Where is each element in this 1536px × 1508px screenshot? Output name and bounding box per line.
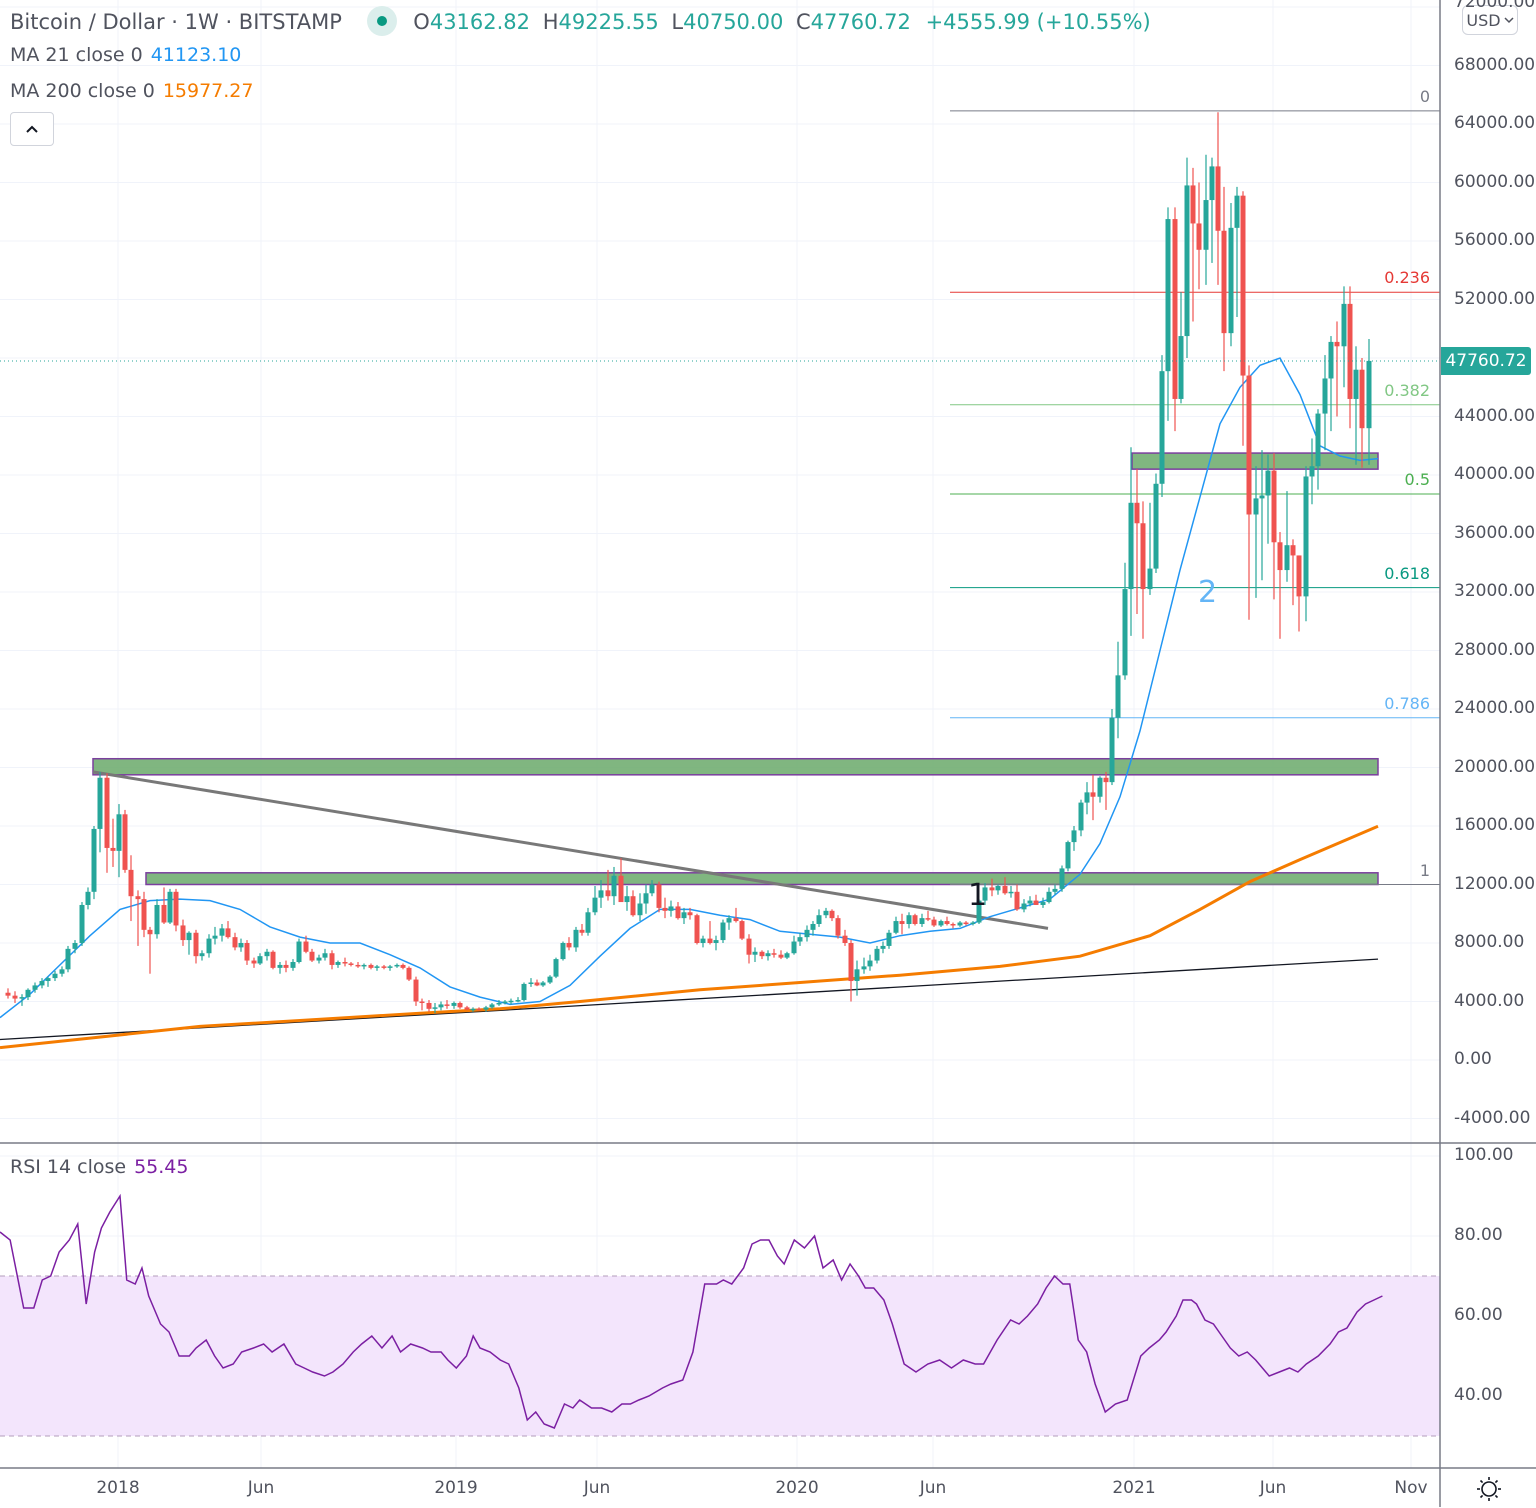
market-status-icon bbox=[366, 6, 397, 36]
price-tick: 8000.00 bbox=[1454, 932, 1525, 952]
close-label: C bbox=[796, 10, 811, 34]
price-tick: 36000.00 bbox=[1454, 522, 1536, 543]
fib-level-0.618: 0.618 bbox=[1384, 563, 1430, 583]
close-value: 47760.72 bbox=[810, 10, 911, 34]
rsi-tick: 40.00 bbox=[1454, 1385, 1503, 1405]
price-tick: 40000.00 bbox=[1454, 464, 1536, 484]
time-tick: Jun bbox=[919, 1478, 947, 1498]
fib-level-0.5: 0.5 bbox=[1404, 470, 1430, 489]
ma21-legend[interactable]: MA 21 close 0 41123.10 bbox=[10, 44, 241, 66]
fibonacci-retracement[interactable] bbox=[950, 110, 1440, 885]
rsi-label: RSI 14 close bbox=[10, 1156, 127, 1178]
ma200-line bbox=[0, 824, 1379, 1050]
chevron-down-icon bbox=[1504, 17, 1514, 24]
currency-label: USD bbox=[1466, 10, 1501, 30]
resistance-2018-high[interactable] bbox=[92, 757, 1379, 776]
price-tick: 60000.00 bbox=[1454, 171, 1536, 192]
high-label: H bbox=[542, 10, 559, 34]
time-tick: Nov bbox=[1394, 1478, 1428, 1498]
high-value: 49225.55 bbox=[558, 10, 659, 34]
time-tick: Jun bbox=[247, 1478, 275, 1498]
rsi-value: 55.45 bbox=[134, 1156, 189, 1178]
last-price-label: 47760.72 bbox=[1441, 347, 1531, 375]
time-tick: 2018 bbox=[96, 1478, 140, 1498]
rsi-tick: 60.00 bbox=[1454, 1305, 1503, 1325]
ma200-value: 15977.27 bbox=[162, 80, 254, 102]
resistance-12k[interactable] bbox=[145, 872, 1379, 886]
collapse-legend-button[interactable] bbox=[10, 112, 54, 146]
low-label: L bbox=[671, 10, 684, 34]
wave-2-label[interactable]: 2 bbox=[1198, 575, 1218, 610]
price-tick: 56000.00 bbox=[1454, 230, 1536, 250]
price-tick: 28000.00 bbox=[1454, 639, 1536, 660]
time-tick: 2020 bbox=[775, 1478, 819, 1498]
change-value: +4555.99 (+10.55%) bbox=[925, 10, 1151, 34]
fib-level-0: 0 bbox=[1419, 86, 1430, 106]
price-tick: 0.00 bbox=[1454, 1049, 1492, 1069]
ma21-label: MA 21 close 0 bbox=[10, 44, 143, 66]
price-tick: 52000.00 bbox=[1454, 288, 1536, 309]
price-tick: 68000.00 bbox=[1454, 54, 1536, 75]
ohlc-values: O43162.82 H49225.55 L40750.00 C47760.72 … bbox=[413, 10, 1150, 34]
ma200-label: MA 200 close 0 bbox=[10, 80, 155, 102]
fib-level-1: 1 bbox=[1419, 860, 1430, 880]
candlestick-series[interactable] bbox=[5, 112, 1372, 1014]
time-tick: 2021 bbox=[1112, 1478, 1156, 1498]
rsi-tick: 100.00 bbox=[1454, 1145, 1514, 1165]
price-tick: 44000.00 bbox=[1454, 405, 1536, 426]
time-tick: Jun bbox=[583, 1478, 611, 1498]
trend-lines[interactable] bbox=[0, 770, 1379, 1041]
chart-settings-button[interactable] bbox=[1474, 1474, 1504, 1504]
chevron-up-icon bbox=[26, 125, 38, 133]
price-tick: 12000.00 bbox=[1454, 873, 1536, 894]
rsi-tick: 80.00 bbox=[1454, 1225, 1503, 1245]
ma21-line bbox=[0, 357, 1379, 1019]
time-tick: Jun bbox=[1259, 1478, 1287, 1498]
rsi-line bbox=[0, 1193, 1383, 1429]
low-value: 40750.00 bbox=[683, 10, 784, 34]
ma21-value: 41123.10 bbox=[150, 44, 242, 66]
sun-gear-icon bbox=[1477, 1477, 1501, 1501]
fib-level-0.236: 0.236 bbox=[1384, 268, 1430, 288]
time-tick: 2019 bbox=[434, 1478, 478, 1498]
fib-level-0.786: 0.786 bbox=[1384, 693, 1430, 713]
price-tick: 4000.00 bbox=[1454, 990, 1525, 1011]
price-tick: 64000.00 bbox=[1454, 113, 1536, 133]
rsi-legend[interactable]: RSI 14 close 55.45 bbox=[10, 1156, 188, 1178]
price-tick: 16000.00 bbox=[1454, 815, 1536, 835]
price-tick: 72000.00 bbox=[1454, 0, 1536, 12]
currency-select[interactable]: USD bbox=[1462, 5, 1518, 35]
price-tick: -4000.00 bbox=[1454, 1107, 1531, 1128]
rsi-band-background bbox=[0, 1275, 1440, 1437]
open-label: O bbox=[413, 10, 430, 34]
price-tick: 20000.00 bbox=[1454, 756, 1536, 777]
open-value: 43162.82 bbox=[429, 10, 531, 34]
price-tick: 32000.00 bbox=[1454, 581, 1536, 601]
wave-1-label[interactable]: 1 bbox=[968, 878, 988, 913]
symbol-title[interactable]: Bitcoin / Dollar · 1W · BITSTAMP bbox=[10, 10, 342, 34]
symbol-legend: Bitcoin / Dollar · 1W · BITSTAMP O43162.… bbox=[10, 6, 1151, 40]
fib-level-0.382: 0.382 bbox=[1384, 380, 1430, 400]
ma200-legend[interactable]: MA 200 close 0 15977.27 bbox=[10, 80, 253, 102]
support-resistance-zones[interactable] bbox=[92, 452, 1379, 886]
price-tick: 24000.00 bbox=[1454, 698, 1536, 718]
